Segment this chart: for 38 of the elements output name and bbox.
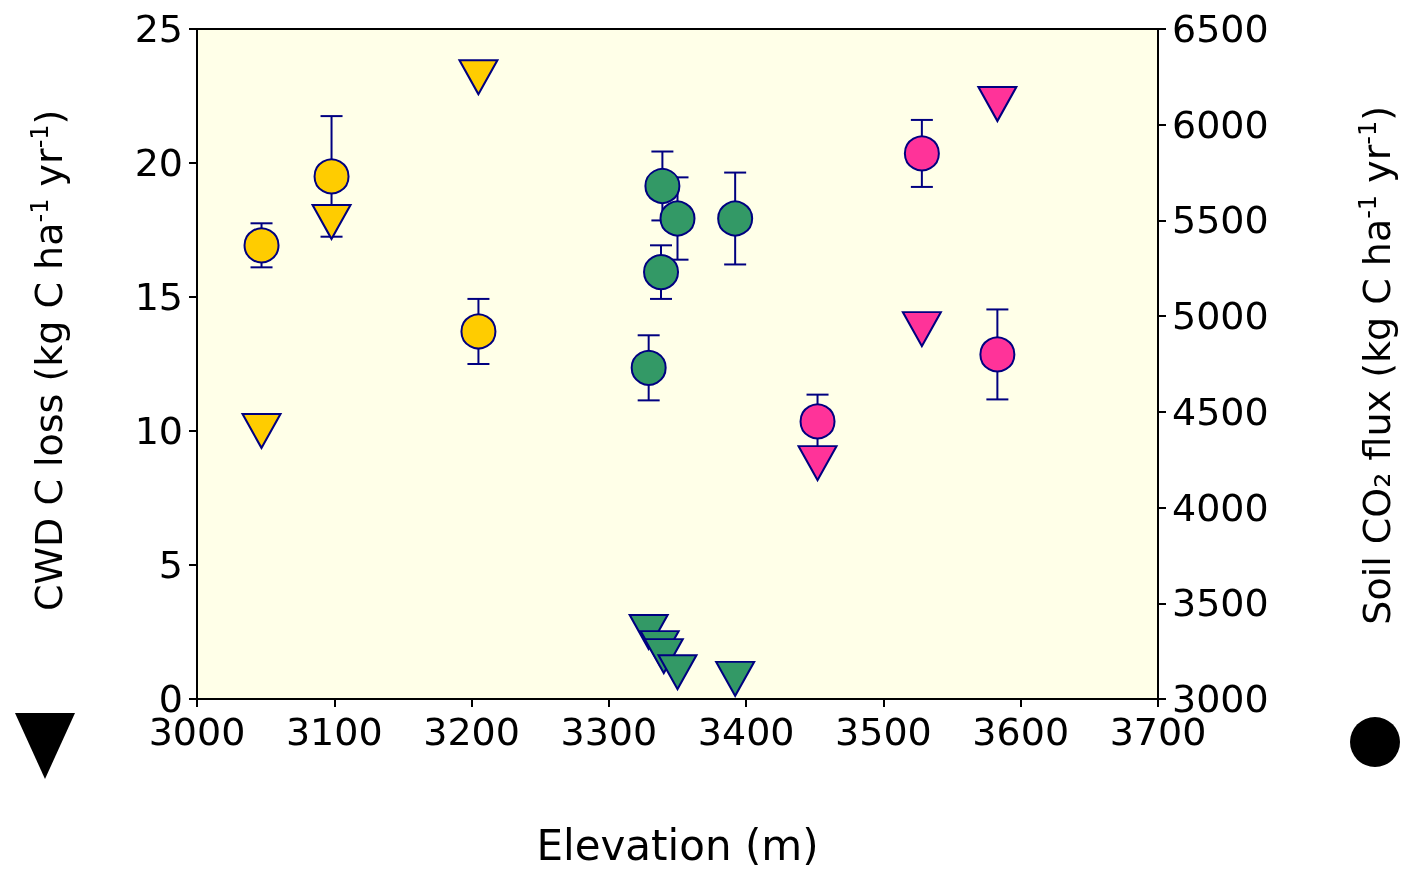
y2-tick-label: 3500 [1172, 581, 1269, 626]
point [977, 86, 1018, 123]
y2-tick-label: 5000 [1172, 294, 1269, 339]
point [311, 203, 352, 240]
point [799, 403, 836, 440]
point [643, 254, 680, 291]
x-tick-label: 3100 [285, 710, 383, 754]
point [659, 200, 696, 237]
y-tick-label: 15 [134, 275, 183, 319]
x-tick-label: 3600 [972, 710, 1070, 754]
point [717, 200, 754, 237]
y2-tick-label: 6000 [1172, 102, 1269, 147]
point [630, 349, 667, 386]
point [458, 59, 499, 96]
point [657, 654, 698, 691]
x-tick-label: 3500 [835, 710, 932, 754]
y2-tick-label: 4500 [1172, 389, 1269, 434]
point [243, 227, 280, 264]
y2-tick-label: 5500 [1172, 198, 1269, 243]
y2-tick-label: 4000 [1172, 485, 1269, 530]
y-tick-label: 10 [134, 409, 183, 453]
y-tick-label: 25 [134, 7, 183, 51]
point [979, 336, 1016, 373]
x-tick-label: 3200 [423, 710, 520, 754]
point [460, 313, 497, 350]
x-axis-title: Elevation (m) [536, 820, 819, 870]
point [241, 413, 282, 449]
y-tick-label: 5 [158, 543, 183, 587]
point [797, 445, 838, 482]
y-tick-label: 20 [134, 141, 183, 185]
point [901, 311, 942, 348]
point [313, 158, 350, 195]
point [644, 167, 681, 204]
point [903, 135, 940, 172]
point [715, 660, 756, 697]
x-tick-label: 3300 [560, 710, 658, 754]
y2-tick-label: 6500 [1172, 7, 1269, 51]
x-tick-label: 3400 [697, 710, 795, 754]
